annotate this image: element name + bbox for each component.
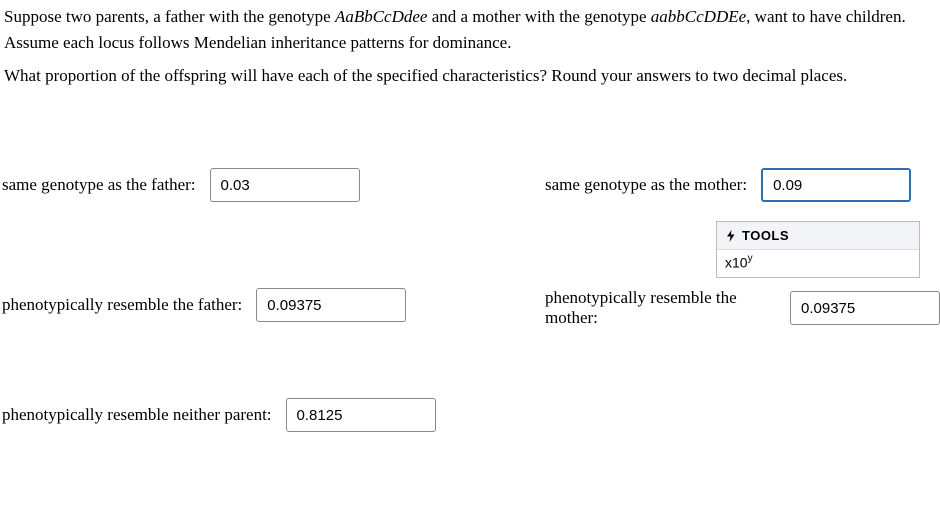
label-father-genotype: same genotype as the father: [2,175,196,195]
question-text: Suppose two parents, a father with the g… [0,0,940,89]
question-paragraph-1: Suppose two parents, a father with the g… [4,4,936,55]
question-paragraph-2: What proportion of the offspring will ha… [4,63,936,89]
answer-row-mother-phenotype: phenotypically resemble the mother: [545,288,940,328]
q-text-pre: Suppose two parents, a father with the g… [4,7,335,26]
father-genotype: AaBbCcDdee [335,7,428,26]
input-mother-genotype[interactable] [761,168,911,202]
answer-row-mother-genotype: same genotype as the mother: [545,168,911,202]
label-neither: phenotypically resemble neither parent: [2,405,272,425]
tools-title: TOOLS [742,228,789,243]
input-mother-phenotype[interactable] [790,291,940,325]
label-mother-genotype: same genotype as the mother: [545,175,747,195]
label-father-phenotype: phenotypically resemble the father: [2,295,242,315]
formula-exponent: y [748,253,753,264]
lightning-icon [725,230,737,242]
tools-header: TOOLS [717,222,919,250]
tools-body[interactable]: x10y [717,250,919,277]
answer-row-father-genotype: same genotype as the father: [2,168,360,202]
answer-row-neither: phenotypically resemble neither parent: [2,398,436,432]
formula-base: x10 [725,255,748,271]
input-neither[interactable] [286,398,436,432]
q-text-mid: and a mother with the genotype [427,7,650,26]
answer-row-father-phenotype: phenotypically resemble the father: [2,288,406,322]
mother-genotype: aabbCcDDEe [651,7,746,26]
input-father-genotype[interactable] [210,168,360,202]
input-father-phenotype[interactable] [256,288,406,322]
tools-panel: TOOLS x10y [716,221,920,278]
label-mother-phenotype: phenotypically resemble the mother: [545,288,776,328]
